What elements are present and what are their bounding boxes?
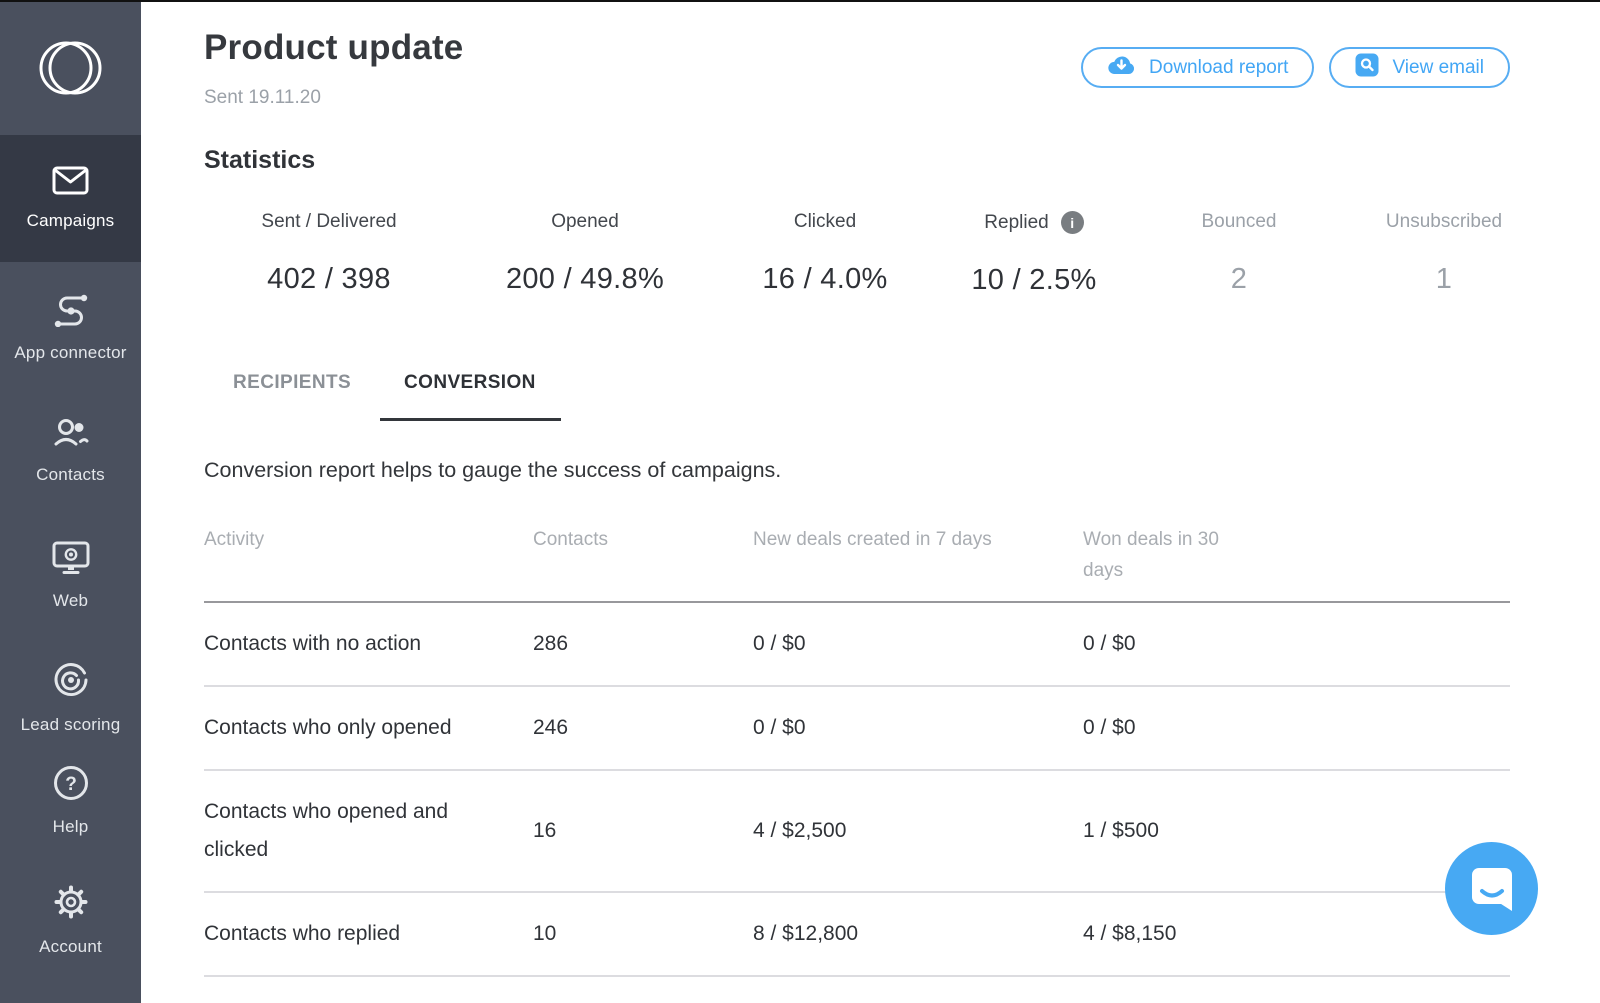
- view-email-label: View email: [1392, 56, 1484, 78]
- cell-new-deals: 8 / $12,800: [753, 922, 859, 945]
- column-header-activity: Activity: [204, 529, 265, 550]
- svg-text:?: ?: [65, 774, 77, 795]
- info-icon[interactable]: i: [1060, 211, 1084, 234]
- conversion-table: Activity Contacts New deals created in 7…: [204, 524, 1510, 977]
- magnifier-icon: [1355, 53, 1379, 83]
- metric-replied: Replied i 10 / 2.5%: [934, 211, 1134, 297]
- sidebar-item-label: Account: [39, 937, 102, 956]
- table-row: Contacts with no action 286 0 / $0 0 / $…: [204, 603, 1510, 687]
- column-header-contacts: Contacts: [533, 529, 608, 550]
- people-icon: [52, 417, 90, 454]
- table-header-row: Activity Contacts New deals created in 7…: [204, 524, 1510, 603]
- cell-contacts: 246: [533, 716, 569, 739]
- metric-value: 10 / 2.5%: [971, 264, 1097, 296]
- gear-icon: [52, 883, 90, 926]
- sidebar-item-label: App connector: [14, 343, 127, 362]
- page-header: Product update Sent 19.11.20: [204, 28, 463, 109]
- table-row: Contacts who only opened 246 0 / $0 0 / …: [204, 687, 1510, 771]
- sidebar-item-label: Campaigns: [26, 211, 115, 230]
- sidebar: Campaigns App connector Contacts: [0, 0, 141, 1003]
- metric-label-with-info: Replied i: [934, 211, 1134, 234]
- tab-conversion[interactable]: CONVERSION: [380, 372, 561, 421]
- cell-new-deals: 0 / $0: [753, 632, 806, 655]
- metric-label: Opened: [551, 211, 619, 232]
- header-actions: Download report View email: [1081, 47, 1510, 88]
- cell-new-deals: 0 / $0: [753, 716, 806, 739]
- metric-clicked: Clicked 16 / 4.0%: [716, 211, 934, 297]
- statistics-heading: Statistics: [204, 146, 316, 174]
- sidebar-item-campaigns[interactable]: Campaigns: [0, 135, 141, 262]
- main-content: Product update Sent 19.11.20 Download re…: [141, 0, 1600, 1003]
- sidebar-item-web[interactable]: Web: [0, 520, 141, 632]
- metric-value: 16 / 4.0%: [762, 263, 888, 295]
- metric-sent-delivered: Sent / Delivered 402 / 398: [204, 211, 454, 297]
- cell-contacts: 16: [533, 819, 557, 842]
- metric-label: Bounced: [1201, 211, 1277, 232]
- logo-rings-icon: [39, 41, 101, 94]
- cell-won-deals: 4 / $8,150: [1083, 922, 1177, 945]
- cell-activity: Contacts with no action: [204, 632, 422, 655]
- sidebar-item-label: Contacts: [36, 465, 105, 484]
- sidebar-item-account[interactable]: Account: [0, 870, 141, 970]
- chat-bubble-smile-icon: [1464, 859, 1520, 918]
- app-logo[interactable]: [0, 0, 141, 135]
- window-top-edge: [0, 0, 1600, 2]
- sidebar-item-app-connector[interactable]: App connector: [0, 270, 141, 382]
- cell-won-deals: 0 / $0: [1083, 716, 1136, 739]
- sidebar-item-help[interactable]: ? Help: [0, 751, 141, 851]
- sent-date: Sent 19.11.20: [204, 87, 321, 108]
- cell-activity: Contacts who replied: [204, 922, 401, 945]
- question-icon: ?: [53, 765, 89, 806]
- column-header-new-deals: New deals created in 7 days: [753, 529, 992, 550]
- metric-label: Clicked: [793, 211, 857, 232]
- metric-value: 402 / 398: [267, 263, 391, 295]
- table-row: Contacts who opened and clicked 16 4 / $…: [204, 771, 1510, 893]
- sidebar-item-contacts[interactable]: Contacts: [0, 395, 141, 507]
- cell-activity: Contacts who opened and clicked: [204, 800, 449, 861]
- monitor-eye-icon: [52, 541, 90, 580]
- sidebar-item-label: Lead scoring: [20, 715, 121, 734]
- metric-label: Unsubscribed: [1385, 211, 1503, 232]
- sidebar-item-lead-scoring[interactable]: Lead scoring: [0, 645, 141, 751]
- metric-value: 2: [1230, 263, 1248, 295]
- metric-label: Replied: [984, 211, 1049, 233]
- column-header-won-deals: Won deals in 30 days: [1083, 529, 1219, 581]
- metric-unsubscribed: Unsubscribed 1: [1344, 211, 1544, 297]
- metric-opened: Opened 200 / 49.8%: [454, 211, 716, 297]
- connector-icon: [52, 289, 90, 332]
- chat-launcher-button[interactable]: [1445, 842, 1538, 935]
- tab-recipients[interactable]: RECIPIENTS: [233, 372, 352, 393]
- report-tabs: RECIPIENTS CONVERSION: [233, 372, 561, 421]
- sidebar-item-label: Help: [52, 817, 89, 836]
- statistics-row: Sent / Delivered 402 / 398 Opened 200 / …: [204, 211, 1544, 297]
- table-row: Contacts who replied 10 8 / $12,800 4 / …: [204, 893, 1510, 977]
- metric-bounced: Bounced 2: [1134, 211, 1344, 297]
- download-report-button[interactable]: Download report: [1081, 47, 1315, 88]
- page-title: Product update: [204, 28, 464, 67]
- metric-value: 200 / 49.8%: [505, 263, 665, 295]
- cell-activity: Contacts who only opened: [204, 716, 452, 739]
- download-report-label: Download report: [1149, 56, 1289, 78]
- target-icon: [52, 661, 90, 704]
- sidebar-item-label: Web: [52, 591, 89, 610]
- conversion-description: Conversion report helps to gauge the suc…: [204, 458, 782, 482]
- cloud-download-icon: [1107, 54, 1136, 81]
- cell-won-deals: 1 / $500: [1083, 819, 1159, 842]
- cell-new-deals: 4 / $2,500: [753, 819, 847, 842]
- metric-label: Sent / Delivered: [261, 211, 397, 232]
- cell-contacts: 286: [533, 632, 569, 655]
- envelope-icon: [52, 166, 89, 200]
- cell-won-deals: 0 / $0: [1083, 632, 1136, 655]
- cell-contacts: 10: [533, 922, 557, 945]
- metric-value: 1: [1435, 263, 1453, 295]
- view-email-button[interactable]: View email: [1329, 47, 1510, 88]
